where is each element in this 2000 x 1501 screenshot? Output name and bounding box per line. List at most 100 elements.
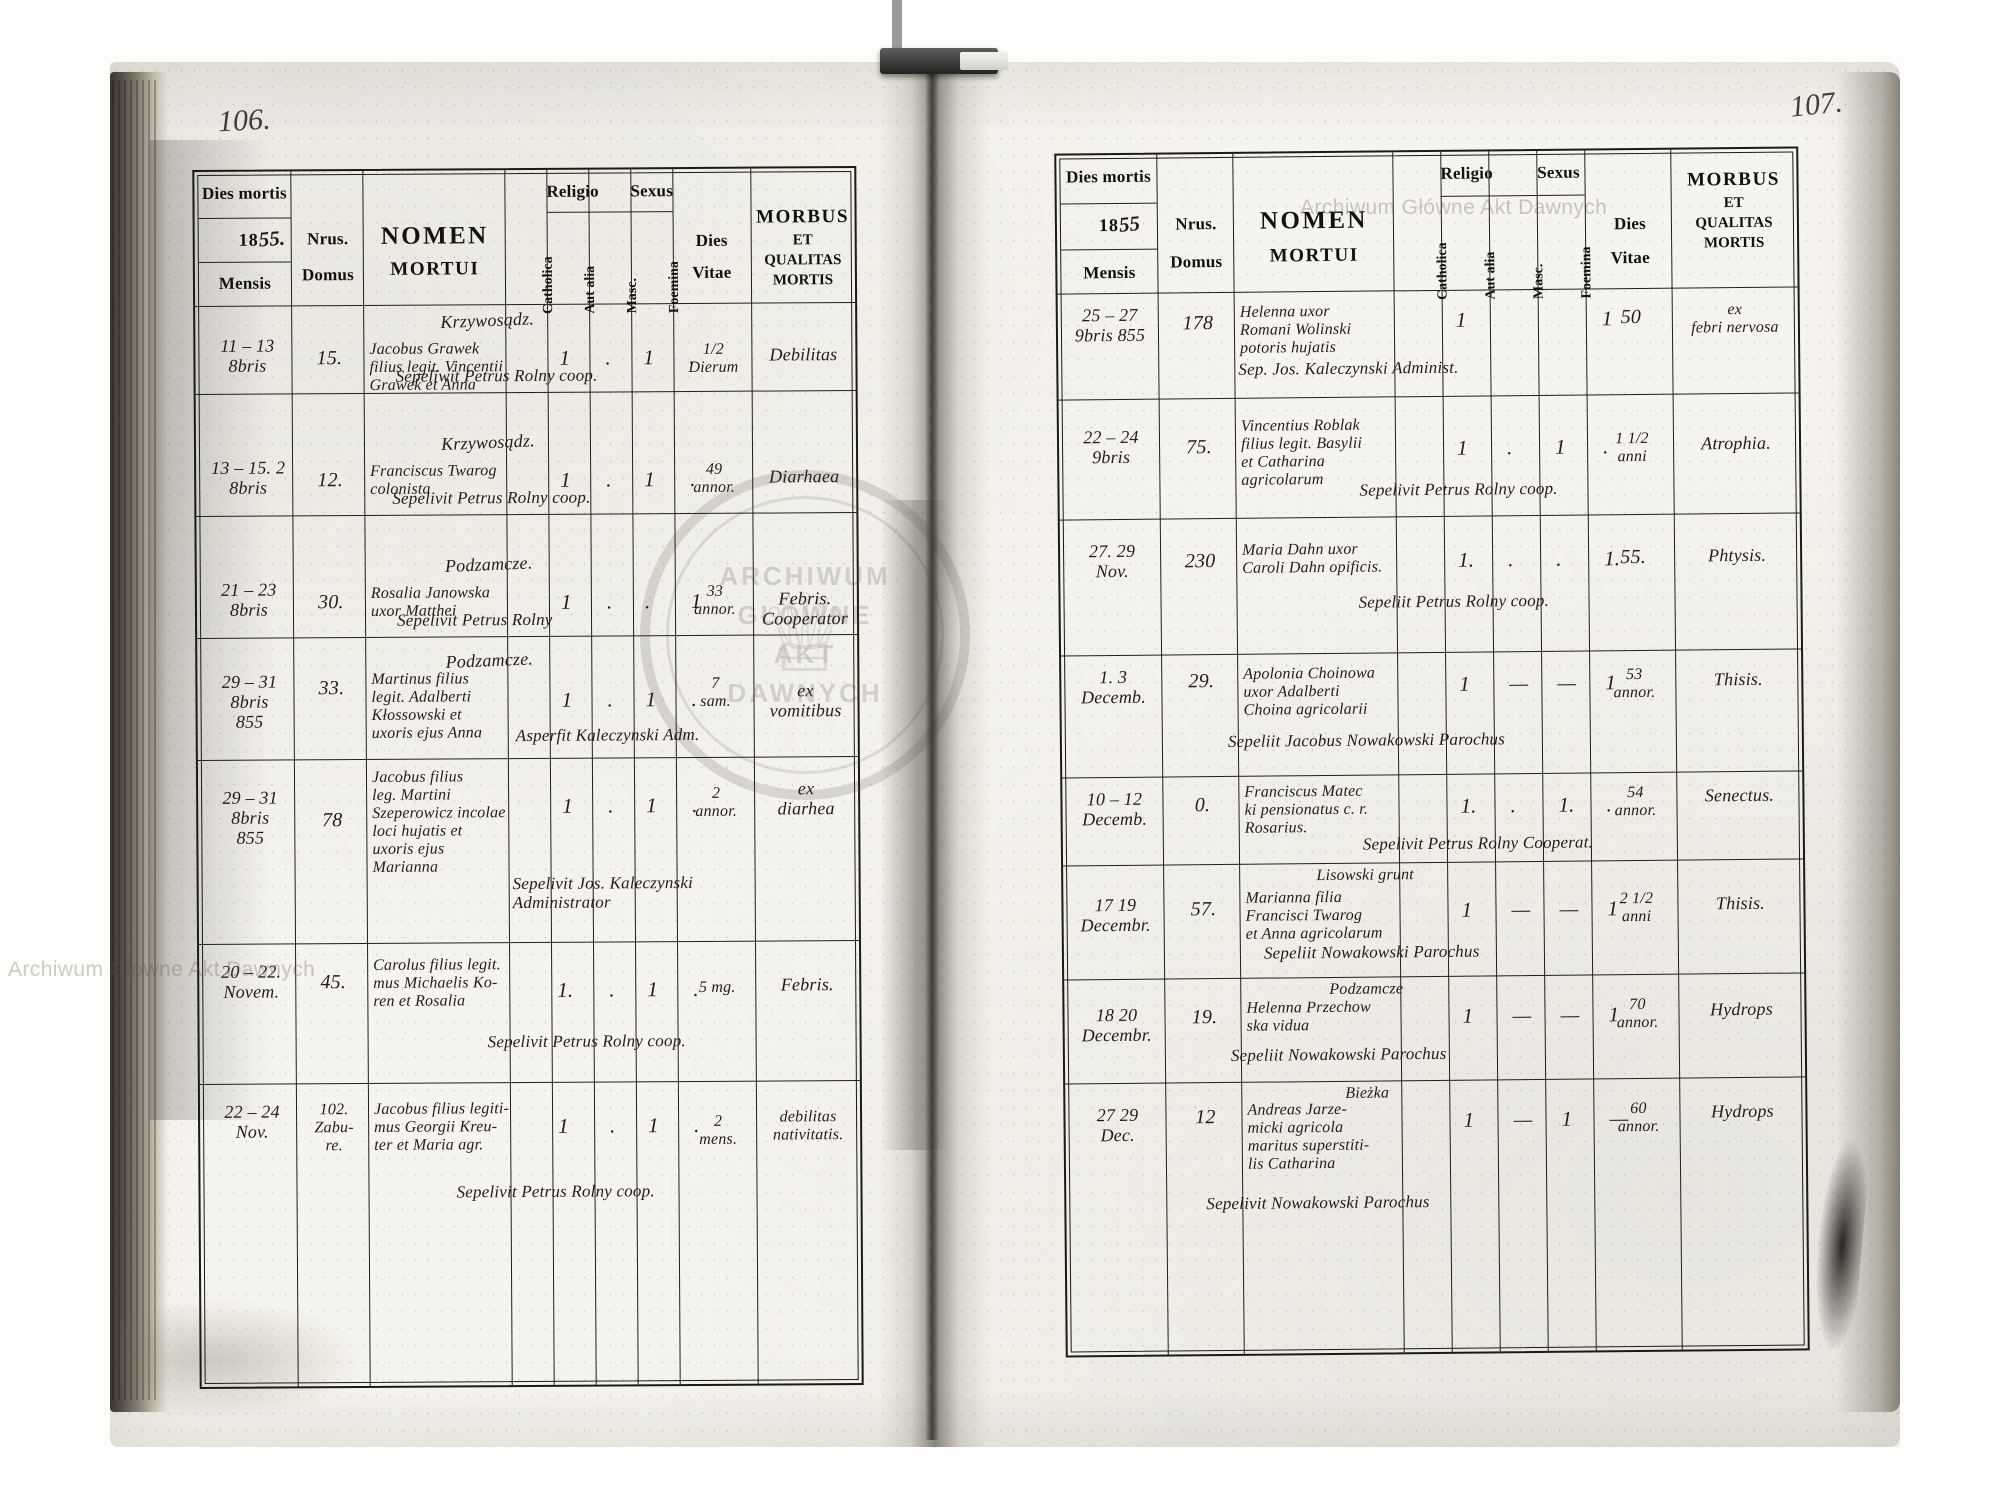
row-dies-mortis: 17 19 Decembr. <box>1080 894 1151 936</box>
cell-dies-vitae: 5 mg. <box>698 978 736 996</box>
cell-dies-vitae: 2 1/2 anni <box>1619 889 1654 926</box>
rule-h-row4 <box>197 755 858 762</box>
row-nomen: Martinus filius legit. Adalberti Kłossow… <box>371 670 483 742</box>
row-priest-note: Sepeliit Nowakowski Parochus <box>1230 1043 1447 1065</box>
row-dies-mortis: 29 – 31 8bris 855 <box>222 787 278 849</box>
cell-masc: 1 <box>648 1113 659 1138</box>
row-place: Krzywosądz. <box>439 308 535 333</box>
cell-masc: 1 <box>646 793 657 818</box>
book-gutter-core <box>925 70 939 1440</box>
header-dies: Dies <box>695 230 728 250</box>
cell-catholica: 1 <box>1456 435 1468 460</box>
rule-h-religio-sexus <box>1440 194 1585 197</box>
row-domus: 33. <box>318 677 345 700</box>
header-year-prefix: 18 <box>1098 214 1120 236</box>
cell-masc: — <box>1559 896 1579 921</box>
row-priest-note: Sepelivit Nowakowski Parochus <box>1206 1192 1430 1214</box>
rule-v-masc <box>630 169 639 1385</box>
cell-catholica: 1 <box>561 687 573 712</box>
header-year-handwritten: 55 <box>1117 210 1141 237</box>
header-masc: Masc. <box>624 278 641 314</box>
row-nomen: Helenna uxor Romani Wolinski potoris huj… <box>1239 302 1352 357</box>
header-morbus: MORBUS <box>1686 168 1781 191</box>
row-domus: 12. <box>317 469 344 492</box>
cell-morbus: Debilitas <box>769 344 838 365</box>
row-place: Krzywosądz. <box>440 430 536 455</box>
cell-masc: 1 <box>647 977 658 1002</box>
cell-catholica: 1. <box>1460 793 1477 818</box>
row-domus: 29. <box>1188 670 1215 693</box>
row-dies-mortis: 27. 29 Nov. <box>1088 540 1136 582</box>
row-domus: 102. Zabu- re. <box>314 1101 354 1155</box>
header-nomen: NOMEN <box>1259 206 1368 235</box>
cell-dies-vitae: 60 annor. <box>1617 1099 1660 1136</box>
cell-dies-vitae: 54 annor. <box>1614 783 1657 820</box>
cell-catholica: 1 <box>1461 897 1473 922</box>
cell-aut-alia: . <box>610 1113 616 1138</box>
cell-dies-vitae: 53 annor. <box>1613 665 1656 702</box>
header-year-prefix: 18 <box>238 229 259 250</box>
rule-v-autalia <box>588 169 597 1385</box>
header-year-handwritten: 55. <box>257 225 286 252</box>
row-priest-note: Sepeliit Nowakowski Parochus <box>1263 941 1480 963</box>
cell-morbus: ex vomitibus <box>769 680 842 721</box>
row-nomen: Helenna Przechow ska vidua <box>1246 998 1372 1035</box>
row-dies-mortis: 1. 3 Decemb. <box>1080 666 1146 708</box>
cell-dies-vitae: 1 1/2 anni <box>1615 429 1649 466</box>
header-catholica: Catholica <box>1435 242 1451 301</box>
gutter-smudge <box>880 500 950 1150</box>
header-et: ET <box>1723 194 1744 212</box>
row-priest-note: Sepelivit Jos. Kaleczynski Administrator <box>512 872 694 913</box>
cell-morbus: Senectus. <box>1704 784 1775 806</box>
header-morbus: MORBUS <box>756 206 850 228</box>
cell-morbus: Thisis. <box>1713 668 1763 690</box>
row-priest-note: Sepeliit Petrus Rolny coop. <box>1358 590 1550 612</box>
cell-morbus: Atrophia. <box>1701 432 1771 454</box>
row-domus: 12 <box>1195 1106 1216 1129</box>
cell-masc: — <box>1557 670 1577 695</box>
row-nomen: Apolonia Choinowa uxor Adalberti Choina … <box>1243 664 1376 719</box>
cell-catholica: 1. <box>1458 547 1475 572</box>
rule-h-year <box>198 261 291 264</box>
rule-h-row2 <box>196 511 857 518</box>
row-domus: 57. <box>1190 898 1217 921</box>
row-domus: 78 <box>321 809 343 832</box>
cell-masc: 1. <box>1558 792 1575 817</box>
row-priest-note: Sepelivit Petrus Rolny coop. <box>456 1181 655 1202</box>
header-mortui: MORTUI <box>390 258 480 280</box>
cell-dies-vitae: 55. <box>1620 545 1647 569</box>
row-dies-mortis: 29 – 31 8bris 855 <box>221 671 278 733</box>
header-vitae: Vitae <box>692 262 732 282</box>
rule-h-row1 <box>195 389 856 396</box>
header-qualitas: QUALITAS <box>1695 214 1773 232</box>
row-domus: 30. <box>318 591 344 614</box>
row-nomen: Vincentius Roblak filius legit. Basylii … <box>1240 416 1363 489</box>
header-catholica: Catholica <box>540 256 557 315</box>
cell-aut-alia: . <box>609 977 615 1002</box>
cell-catholica: 1. <box>557 977 574 1002</box>
cell-morbus: ex febri nervosa <box>1691 301 1779 337</box>
header-nomen: NOMEN <box>380 222 489 250</box>
row-nomen: Andreas Jarze- micki agricola maritus su… <box>1247 1100 1370 1173</box>
header-domus: Domus <box>301 265 354 285</box>
rule-h-row4 <box>1062 770 1803 779</box>
left-page-table: Dies mortis 18 55. Mensis Nrus. Domus NO… <box>192 165 864 1390</box>
row-dies-mortis: 18 20 Decembr. <box>1081 1004 1152 1046</box>
cell-catholica: 1 <box>562 793 573 818</box>
rule-v-catholica <box>1440 151 1453 1352</box>
row-dies-mortis: 20 – 22. Novem. <box>221 961 282 1003</box>
row-domus: 0. <box>1194 794 1211 817</box>
row-priest-note: Sep. Jos. Kaleczynski Administ. <box>1238 357 1459 379</box>
row-place: Podzamcze <box>1329 980 1404 998</box>
cell-masc: 1 <box>1554 434 1566 459</box>
cell-aut-alia: . <box>608 793 614 818</box>
row-priest-note: Sepelivit Petrus Rolny Cooperat. <box>1362 832 1594 854</box>
cell-aut-alia: — <box>1509 671 1529 696</box>
header-vitae: Vitae <box>1610 247 1650 268</box>
cell-morbus: debilitas nativitatis. <box>772 1108 844 1144</box>
row-domus: 15. <box>316 347 343 370</box>
cell-aut-alia: . <box>1506 435 1513 460</box>
binding-page-edges <box>112 80 156 1400</box>
row-dies-mortis: 22 – 24 9bris <box>1083 426 1139 468</box>
